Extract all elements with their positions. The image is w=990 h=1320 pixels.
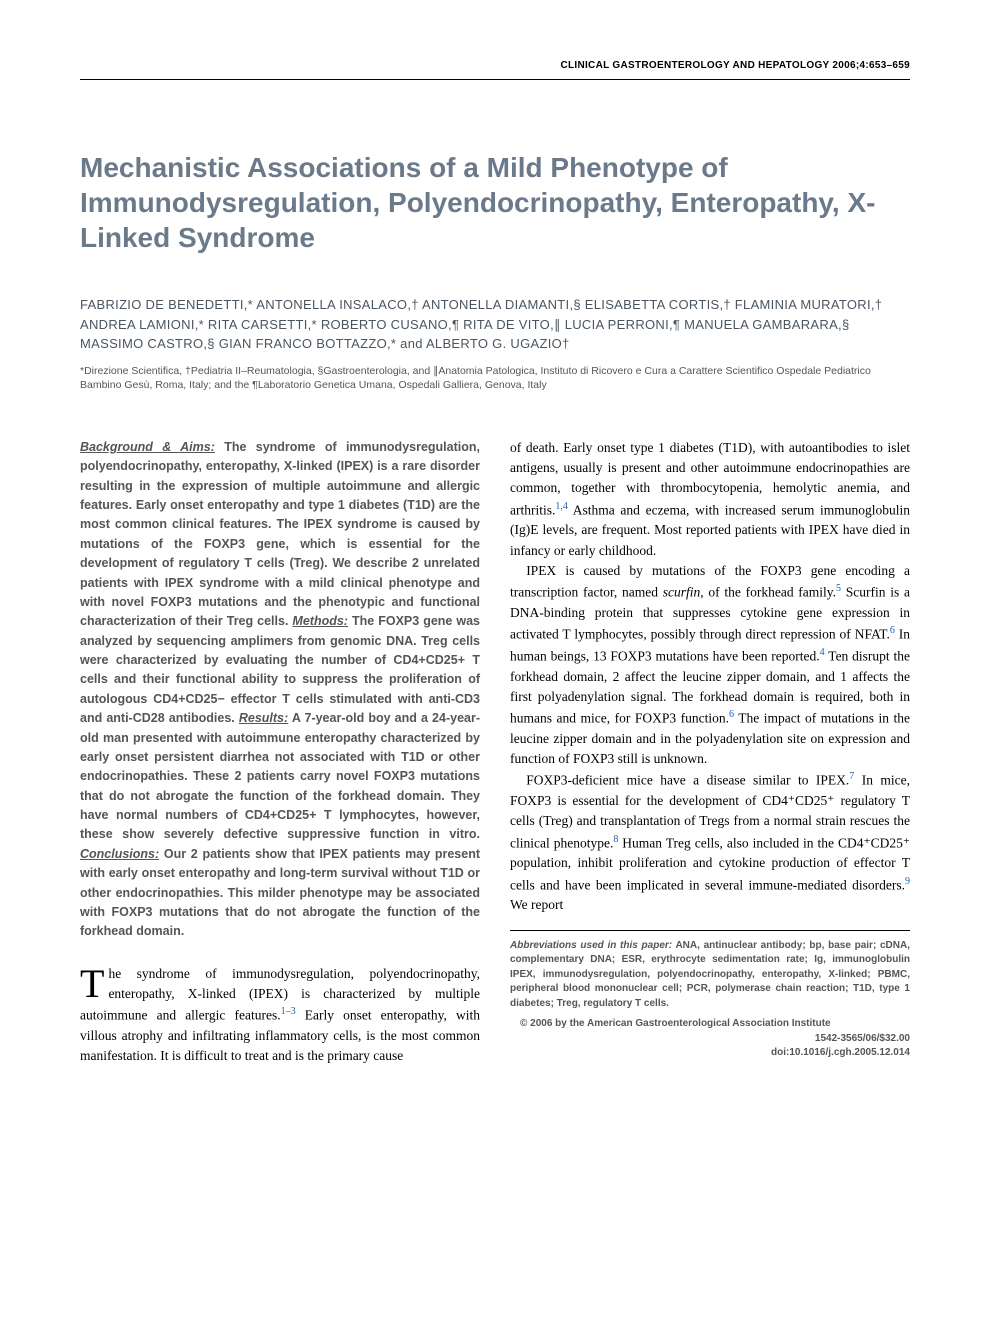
abstract-background-text: The syndrome of immunodysregulation, pol…	[80, 440, 480, 628]
ref-1-3[interactable]: 1–3	[281, 1006, 296, 1017]
p2b: Asthma and eczema, with increased serum …	[510, 502, 910, 558]
right-column: of death. Early onset type 1 diabetes (T…	[510, 438, 910, 1067]
p3-em: scurfin	[663, 585, 701, 600]
p3: IPEX is caused by mutations of the FOXP3…	[510, 561, 910, 770]
author-list: FABRIZIO DE BENEDETTI,* ANTONELLA INSALA…	[80, 295, 910, 354]
abbr-label: Abbreviations used in this paper:	[510, 940, 672, 951]
abstract-background-label: Background & Aims:	[80, 440, 215, 454]
copyright-line: © 2006 by the American Gastroenterologic…	[510, 1017, 910, 1032]
article-title: Mechanistic Associations of a Mild Pheno…	[80, 150, 910, 255]
p4d: We report	[510, 897, 563, 912]
abstract-conclusions-label: Conclusions:	[80, 847, 159, 861]
ref-9[interactable]: 9	[905, 876, 910, 887]
abbreviations-footnote: Abbreviations used in this paper: ANA, a…	[510, 939, 910, 1012]
top-rule	[80, 79, 910, 80]
abstract-results-label: Results:	[239, 711, 288, 725]
running-head: CLINICAL GASTROENTEROLOGY AND HEPATOLOGY…	[80, 60, 910, 71]
footnote-rule	[510, 930, 910, 931]
copyright-block: © 2006 by the American Gastroenterologic…	[510, 1017, 910, 1061]
dropcap: T	[80, 964, 108, 1001]
body-right: of death. Early onset type 1 diabetes (T…	[510, 438, 910, 916]
issn-line: 1542-3565/06/$32.00	[510, 1032, 910, 1047]
two-column-layout: Background & Aims: The syndrome of immun…	[80, 438, 910, 1067]
body-left: The syndrome of immunodysregulation, pol…	[80, 964, 480, 1067]
p2: of death. Early onset type 1 diabetes (T…	[510, 438, 910, 561]
ref-1-4[interactable]: 1,4	[555, 501, 568, 512]
left-column: Background & Aims: The syndrome of immun…	[80, 438, 480, 1067]
abstract-methods-label: Methods:	[292, 614, 348, 628]
intro-paragraph: The syndrome of immunodysregulation, pol…	[80, 964, 480, 1067]
affiliations: *Direzione Scientifica, †Pediatria II–Re…	[80, 364, 910, 393]
abstract-methods-text: The FOXP3 gene was analyzed by sequencin…	[80, 614, 480, 725]
abstract: Background & Aims: The syndrome of immun…	[80, 438, 480, 942]
abstract-results-text: A 7-year-old boy and a 24-year-old man p…	[80, 711, 480, 841]
p4: FOXP3-deficient mice have a disease simi…	[510, 769, 910, 915]
p4a: FOXP3-deficient mice have a disease simi…	[526, 773, 849, 788]
doi-line: doi:10.1016/j.cgh.2005.12.014	[510, 1046, 910, 1061]
p3b: , of the forkhead family.	[700, 585, 836, 600]
